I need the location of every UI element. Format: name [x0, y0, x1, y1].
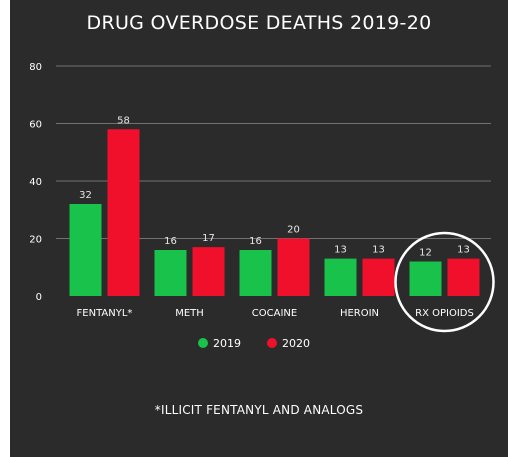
bar-2020-meth	[192, 247, 225, 296]
bar-2020-rx-opioids	[447, 258, 480, 296]
bar-value-label: 17	[202, 233, 215, 244]
bar-value-label: 12	[419, 248, 432, 259]
bar-value-label: 58	[117, 115, 130, 126]
y-tick-label: 0	[36, 292, 42, 303]
bar-value-label: 13	[457, 245, 470, 256]
bar-2020-cocaine	[277, 238, 310, 296]
x-category-label: HEROIN	[340, 308, 379, 319]
bar-2019-meth	[154, 250, 187, 296]
legend-marker-2019	[198, 338, 208, 348]
legend-label: 2019	[213, 337, 241, 350]
bar-value-label: 13	[334, 245, 347, 256]
chart-footnote: *ILLICIT FENTANYL AND ANALOGS	[154, 403, 364, 417]
bar-2020-heroin	[362, 258, 395, 296]
x-category-label: COCAINE	[252, 308, 297, 319]
bar-2020-fentanyl-	[107, 129, 140, 296]
bar-value-label: 16	[249, 236, 262, 247]
bar-value-label: 20	[287, 225, 300, 236]
bar-value-label: 32	[79, 190, 92, 201]
y-tick-label: 60	[29, 120, 42, 131]
x-category-label: RX OPIOIDS	[415, 308, 474, 319]
bar-value-label: 13	[372, 245, 385, 256]
y-tick-label: 20	[29, 235, 42, 246]
highlight-circle	[394, 231, 495, 333]
bar-2019-heroin	[324, 258, 357, 296]
bar-2019-fentanyl-	[69, 204, 102, 296]
y-tick-label: 80	[29, 62, 42, 73]
bar-2019-cocaine	[239, 250, 272, 296]
bar-value-label: 16	[164, 236, 177, 247]
chart-title: DRUG OVERDOSE DEATHS 2019-20	[86, 12, 432, 34]
bar-2019-rx-opioids	[409, 261, 442, 296]
legend-marker-2020	[267, 338, 277, 348]
x-category-label: FENTANYL*	[77, 308, 133, 319]
x-category-label: METH	[175, 308, 204, 319]
legend-label: 2020	[282, 337, 310, 350]
y-tick-label: 40	[29, 177, 42, 188]
